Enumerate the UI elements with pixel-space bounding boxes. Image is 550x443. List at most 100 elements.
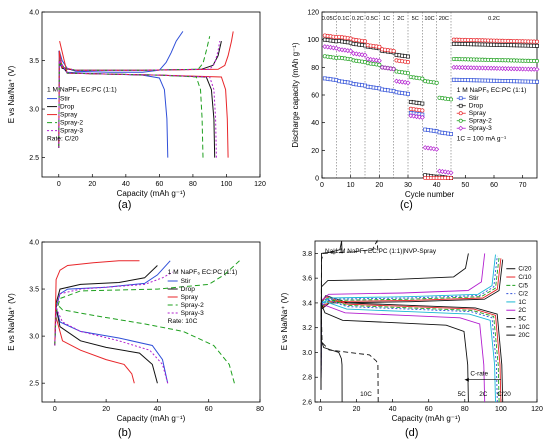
x-axis-label: Capacity (mAh g⁻¹): [392, 414, 461, 423]
rate-label: 0.05C: [322, 16, 337, 22]
rate-label: 0.5C: [366, 16, 378, 22]
charge-curve-c-2: [320, 255, 498, 390]
y-tick-label: 120: [307, 10, 319, 17]
data-point: [431, 146, 437, 152]
data-point: [365, 56, 371, 62]
y-tick-label: 3.6: [302, 276, 312, 283]
x-tick-label: 80: [189, 181, 197, 188]
data-point: [391, 66, 397, 72]
charge-curve-c-5: [320, 257, 500, 390]
legend-label: Stir: [469, 95, 480, 102]
panel-tag-a: (a): [118, 199, 132, 211]
annotation-5c: 5C: [458, 391, 467, 398]
data-point: [535, 43, 539, 48]
y-tick-label: 3.0: [29, 334, 39, 341]
charge-curve-2c: [320, 253, 486, 390]
y-axis-label: E vs Na/Na⁺ (V): [7, 65, 16, 123]
y-tick-label: 0: [315, 176, 319, 183]
series-spray-3: [322, 44, 540, 176]
data-point: [391, 48, 396, 54]
data-point: [535, 79, 539, 84]
x-axis-label: Cycle number: [405, 190, 455, 199]
data-point: [362, 39, 368, 44]
x-tick-label: 60: [425, 406, 433, 413]
y-tick-label: 3.0: [29, 107, 39, 114]
rate-label: 0.1C: [338, 16, 350, 22]
legend-label: Spray-3: [181, 310, 204, 317]
data-point: [422, 145, 428, 151]
x-tick-label: 60: [155, 181, 163, 188]
legend-label: C/10: [518, 274, 532, 281]
series-spray: [322, 33, 540, 181]
x-tick-label: 60: [490, 182, 498, 189]
data-point: [434, 80, 439, 85]
y-tick-label: 3.0: [302, 350, 312, 357]
data-point: [376, 58, 382, 64]
data-point: [339, 47, 345, 53]
plot-frame: [41, 11, 261, 178]
y-axis-label: Discharge capacity (mAh g⁻¹): [291, 42, 300, 147]
data-point: [420, 101, 425, 106]
legend-note: Rate: C/20: [47, 136, 79, 143]
legend-label: 1C: [518, 299, 526, 306]
x-tick-label: 20: [102, 406, 110, 413]
discharge-curve-5c: [320, 302, 469, 403]
x-tick-label: 100: [221, 181, 233, 188]
charge-curve-spray-3: [58, 41, 221, 148]
y-tick-label: 3.5: [29, 58, 39, 65]
annotation-c20: C/20: [497, 391, 511, 398]
y-tick-label: 2.8: [302, 375, 312, 382]
plot-frame: [321, 11, 538, 179]
discharge-curve-c-5: [320, 297, 500, 403]
data-point: [373, 57, 379, 63]
x-tick-label: 60: [205, 406, 213, 413]
data-point: [330, 45, 336, 51]
legend-label: Drop: [60, 104, 75, 111]
data-point: [356, 51, 362, 57]
discharge-curve-stir: [55, 307, 169, 384]
data-point: [405, 60, 411, 65]
data-point: [416, 114, 422, 120]
charge-curve-20c: [320, 240, 343, 390]
discharge-curve-spray-3: [59, 60, 217, 158]
discharge-curve-c-2: [320, 298, 498, 403]
plot-frame: [314, 240, 538, 403]
annotation-2c: 2C: [479, 391, 488, 398]
data-point: [428, 145, 434, 151]
chart-c: 0 10 20 30 40 50 60 70 0 20 40 60 80 100 120 Cycle numb…: [291, 10, 540, 199]
x-tick-label: 20: [88, 181, 96, 188]
x-axis-label: Capacity (mAh g⁻¹): [117, 189, 186, 198]
data-point: [448, 97, 454, 102]
legend-marker: [458, 118, 463, 123]
legend-title: 1 M NaPF₆ EC:PC (1:1): [168, 269, 238, 276]
data-point: [420, 108, 425, 113]
x-tick-label: 10: [347, 182, 355, 189]
legend-label: 20C: [518, 332, 530, 339]
rate-label: 2C: [397, 16, 404, 22]
discharge-curve-drop: [55, 307, 158, 384]
data-point: [377, 62, 382, 67]
y-tick-label: 4.0: [29, 10, 39, 17]
legend-label: Drop: [181, 286, 196, 293]
charge-curve-stir: [54, 260, 171, 346]
data-point: [419, 114, 425, 120]
data-point: [534, 66, 540, 72]
data-point: [534, 39, 540, 44]
x-tick-label: 20: [353, 406, 361, 413]
x-tick-label: 30: [404, 182, 412, 189]
data-point: [448, 170, 454, 176]
x-tick-label: 0: [320, 182, 324, 189]
charge-curve-spray-2: [54, 260, 240, 346]
discharge-curve-c-20: [320, 294, 504, 403]
data-point: [534, 58, 540, 64]
legend-label: 5C: [518, 316, 526, 323]
y-axis-label: E vs Na/Na⁺ (V): [280, 292, 289, 350]
panel-tag-d: (d): [405, 427, 419, 439]
y-tick-label: 80: [311, 65, 319, 72]
legend-label: 2C: [518, 307, 526, 314]
plot-frame: [41, 241, 261, 403]
discharge-curve-20c: [320, 302, 343, 403]
y-axis-label: E vs Na/Na⁺ (V): [7, 293, 16, 351]
legend-note: 1C = 100 mA g⁻¹: [457, 136, 507, 143]
